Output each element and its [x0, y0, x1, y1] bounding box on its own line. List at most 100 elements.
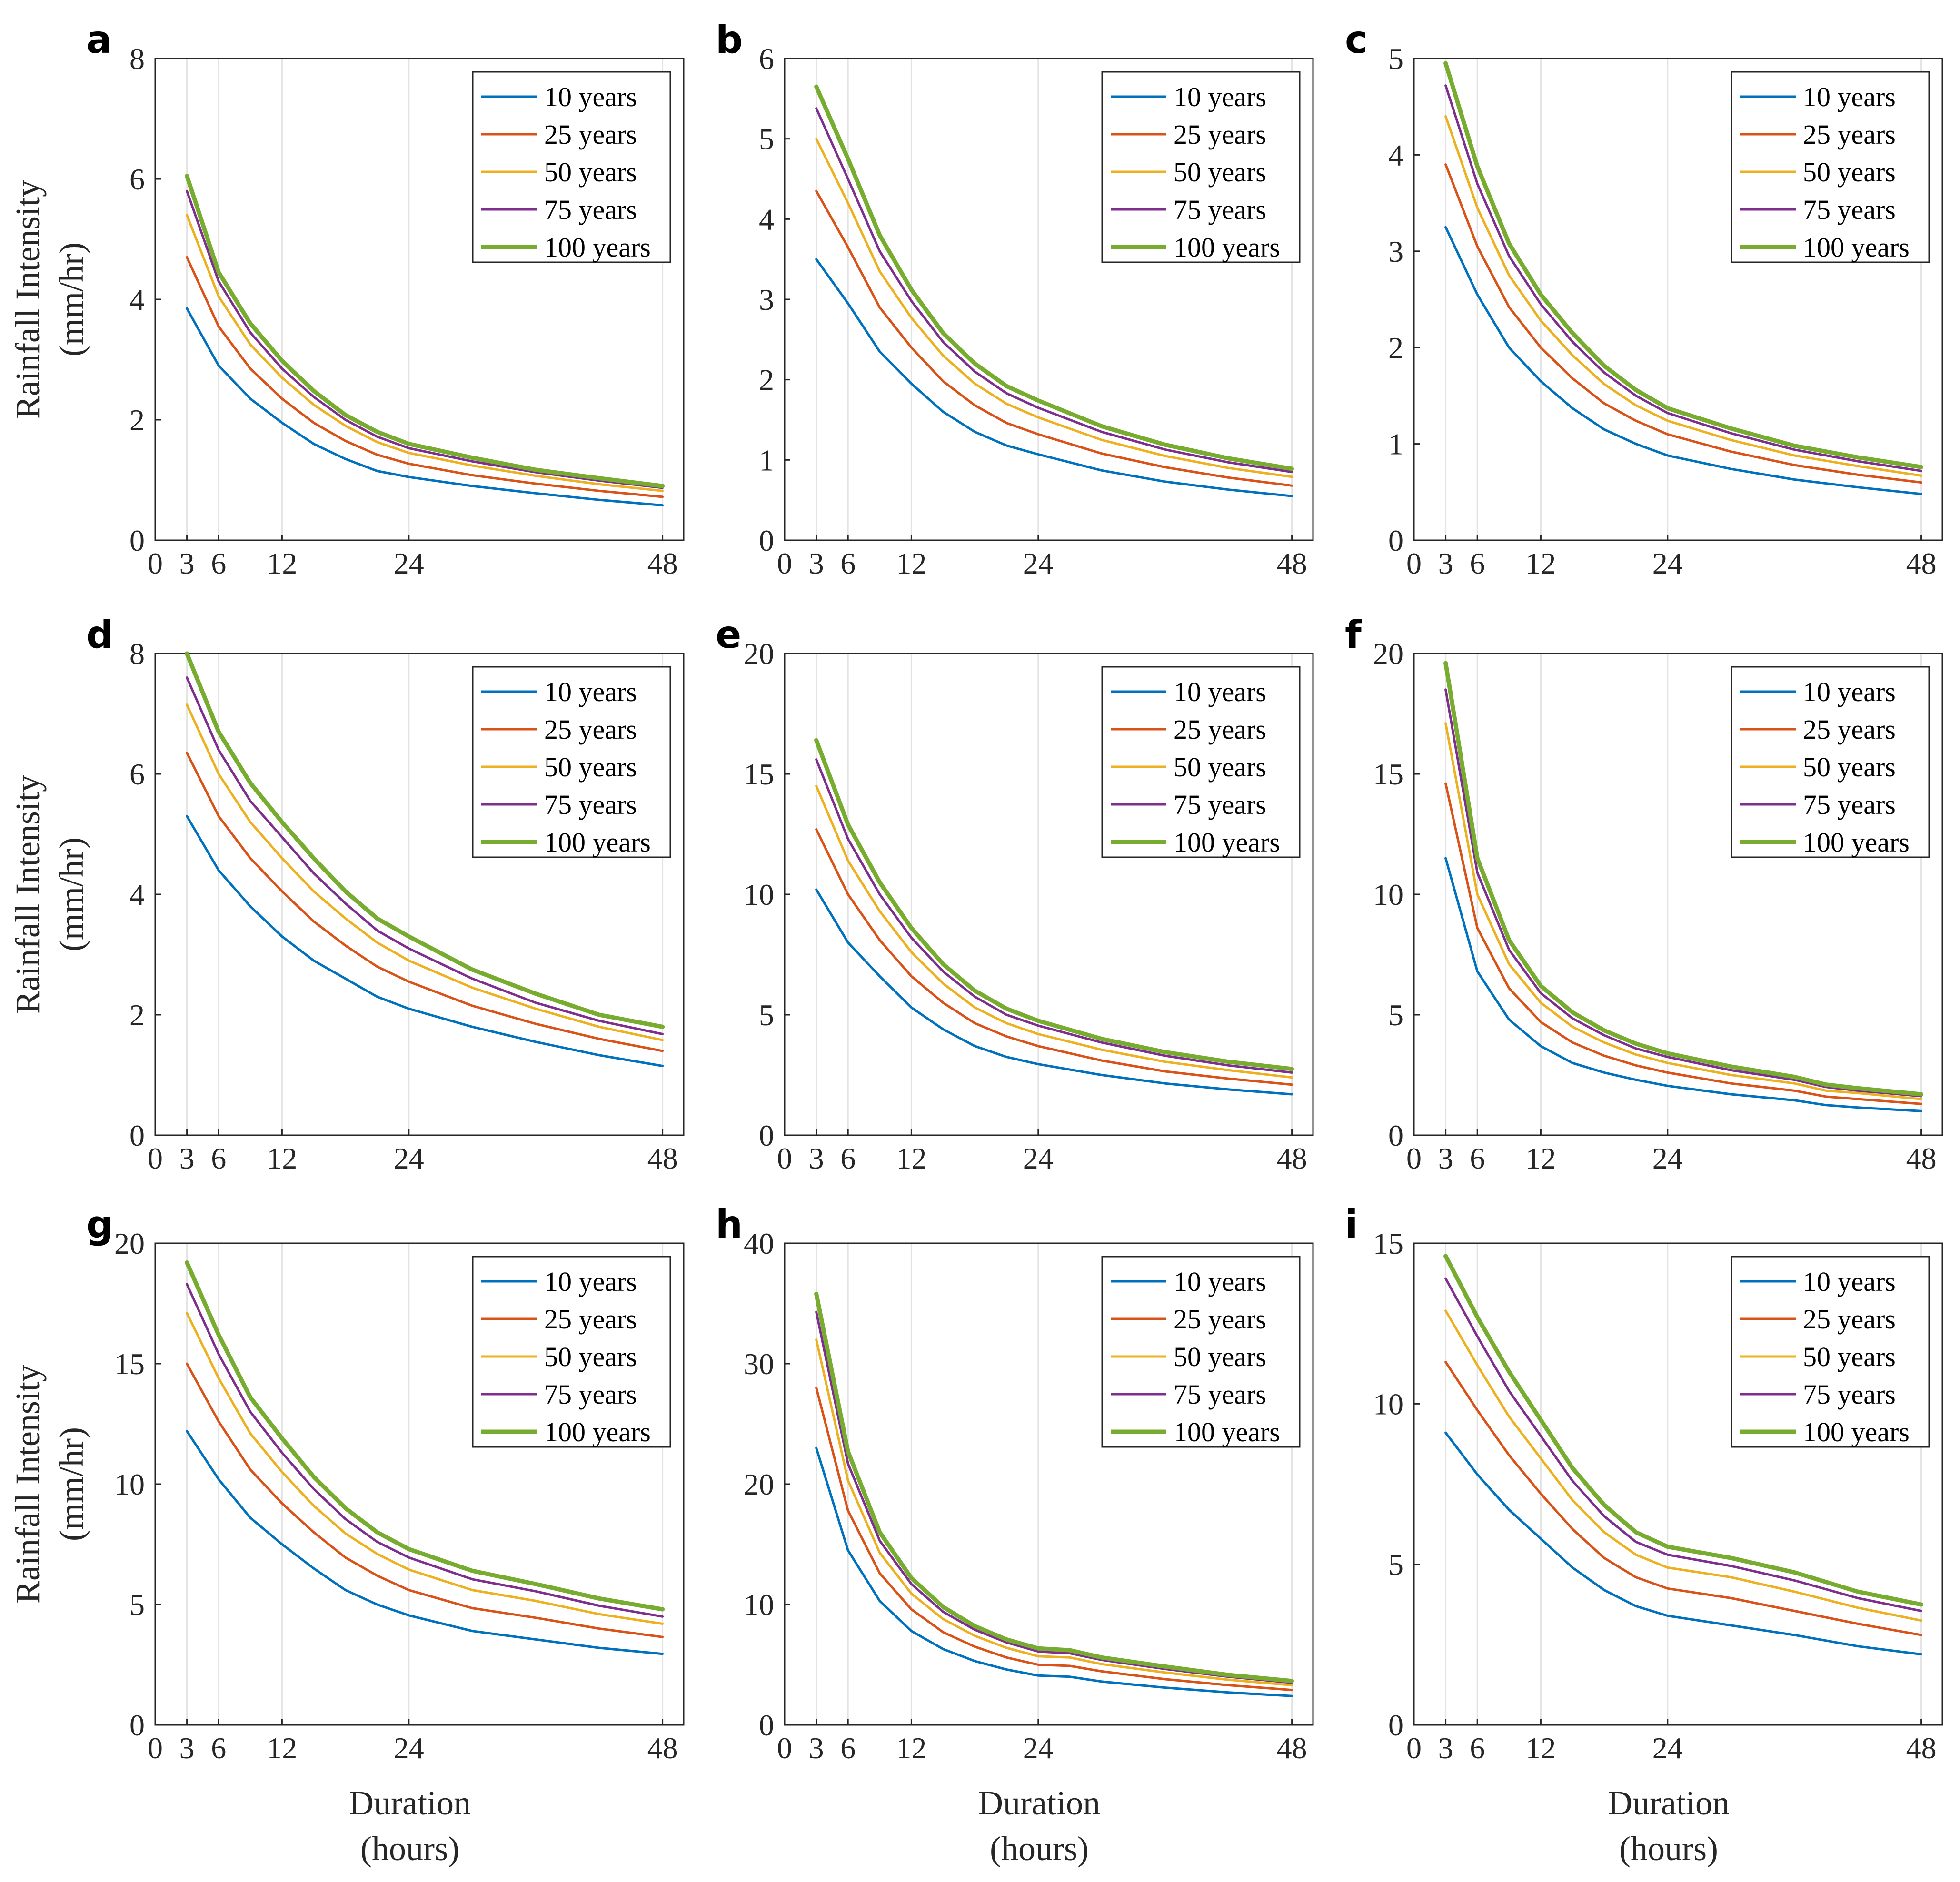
y-tick-label: 0: [129, 1708, 145, 1742]
y-tick-label: 8: [129, 42, 145, 76]
x-tick-label: 48: [647, 1141, 678, 1175]
x-tick-label: 0: [1406, 546, 1422, 580]
legend-entry-label: 100 years: [1803, 1416, 1910, 1447]
x-tick-label: 6: [840, 546, 856, 580]
series-line-75-years: [815, 107, 1293, 474]
x-tick-label: 0: [777, 1731, 792, 1765]
y-tick-label: 2: [759, 363, 774, 397]
legend-entry-label: 25 years: [1803, 119, 1896, 150]
x-tick-label: 12: [896, 1731, 926, 1765]
legend-entry-label: 10 years: [1803, 676, 1896, 707]
panel-letter: d: [86, 613, 113, 657]
legend-entry-label: 100 years: [1803, 827, 1910, 858]
x-tick-label: 3: [809, 546, 824, 580]
x-tick-label: 24: [1652, 1731, 1683, 1765]
legend-entry-label: 100 years: [1174, 232, 1280, 263]
x-tick-label: 12: [1525, 546, 1556, 580]
series-line-10-years: [1444, 1431, 1923, 1656]
series-line-50-years: [815, 1338, 1293, 1686]
x-tick-label: 48: [647, 1731, 678, 1765]
legend-box: [472, 1256, 671, 1448]
legend: 10 years 25 years 50 years 75 years 100 year…: [472, 666, 671, 858]
y-axis-title-line: (mm/hr): [52, 1427, 90, 1541]
legend-entry-label: 50 years: [1174, 157, 1266, 188]
legend-entry-label: 10 years: [1174, 81, 1266, 112]
series-line-10-years: [186, 815, 664, 1067]
series-line-75-years: [815, 1310, 1293, 1684]
series-line-75-years: [186, 189, 664, 489]
legend-entry-label: 10 years: [544, 1266, 637, 1297]
legend-entry-label: 25 years: [544, 714, 637, 745]
x-tick-label: 24: [1023, 546, 1054, 580]
x-tick-label: 24: [1652, 546, 1683, 580]
legend-box: [1731, 71, 1930, 263]
y-tick-label: 20: [1373, 637, 1403, 671]
legend: 10 years 25 years 50 years 75 years 100 year…: [1101, 71, 1301, 263]
x-tick-label: 24: [1652, 1141, 1683, 1175]
legend-entry-label: 50 years: [544, 752, 637, 783]
legend-entry-label: 100 years: [1803, 232, 1910, 263]
x-tick-label: 3: [1438, 1731, 1453, 1765]
x-tick-label: 3: [179, 1141, 195, 1175]
x-tick-label: 12: [267, 1731, 297, 1765]
y-tick-label: 15: [744, 757, 774, 791]
series-line-25-years: [1444, 782, 1923, 1105]
panel-letter: i: [1345, 1202, 1358, 1247]
panel-letter: b: [716, 18, 743, 62]
x-tick-label: 6: [840, 1141, 856, 1175]
y-tick-label: 0: [129, 524, 145, 557]
series-line-10-years: [815, 888, 1293, 1096]
series-line-10-years: [815, 258, 1293, 497]
y-tick-label: 40: [744, 1227, 774, 1260]
legend-entry-label: 50 years: [1174, 1341, 1266, 1372]
series-line-100-years: [185, 651, 665, 1029]
x-tick-label: 48: [1906, 1141, 1937, 1175]
legend-entry-label: 25 years: [1174, 1304, 1266, 1335]
y-tick-label: 5: [759, 998, 774, 1032]
panel-letter: a: [86, 18, 112, 62]
legend-box: [1101, 666, 1301, 858]
x-tick-label: 0: [1406, 1141, 1422, 1175]
x-tick-label: 48: [1277, 1141, 1307, 1175]
y-axis-title-line: Rainfall Intensity: [9, 1365, 47, 1604]
x-tick-label: 3: [1438, 1141, 1453, 1175]
legend: 10 years 25 years 50 years 75 years 100 year…: [1731, 71, 1930, 263]
x-tick-label: 12: [1525, 1731, 1556, 1765]
series-line-50-years: [186, 1312, 664, 1625]
legend-entry-label: 25 years: [544, 119, 637, 150]
y-axis-title-line: Rainfall Intensity: [9, 180, 47, 419]
y-tick-label: 4: [129, 878, 145, 911]
series-line-75-years: [1444, 1277, 1923, 1612]
y-tick-label: 0: [1388, 1119, 1403, 1152]
legend-entry-label: 50 years: [1803, 1341, 1896, 1372]
x-tick-label: 6: [211, 1731, 226, 1765]
x-tick-label: 0: [1406, 1731, 1422, 1765]
x-tick-label: 24: [1023, 1731, 1054, 1765]
x-tick-label: 12: [267, 1141, 297, 1175]
series-line-10-years: [1444, 226, 1923, 495]
x-tick-label: 3: [179, 1731, 195, 1765]
y-axis-title: Rainfall Intensity (mm/hr): [9, 180, 90, 419]
x-tick-label: 12: [896, 546, 926, 580]
x-axis-title: Duration (hours): [978, 1784, 1100, 1868]
x-tick-label: 6: [211, 1141, 226, 1175]
x-tick-label: 0: [777, 546, 792, 580]
y-tick-label: 30: [744, 1347, 774, 1381]
series-line-50-years: [1444, 1309, 1923, 1622]
y-axis-title: Rainfall Intensity (mm/hr): [9, 1365, 90, 1604]
series-line-100-years: [814, 738, 1294, 1071]
legend-entry-label: 100 years: [544, 1416, 651, 1447]
y-tick-label: 1: [759, 443, 774, 477]
series-line-50-years: [1444, 115, 1923, 477]
series-line-75-years: [186, 676, 664, 1035]
x-axis-title-line: (hours): [360, 1830, 459, 1868]
x-tick-label: 24: [394, 1731, 424, 1765]
panel-letter: h: [716, 1202, 743, 1247]
x-tick-label: 6: [840, 1731, 856, 1765]
legend-entry-label: 25 years: [544, 1304, 637, 1335]
